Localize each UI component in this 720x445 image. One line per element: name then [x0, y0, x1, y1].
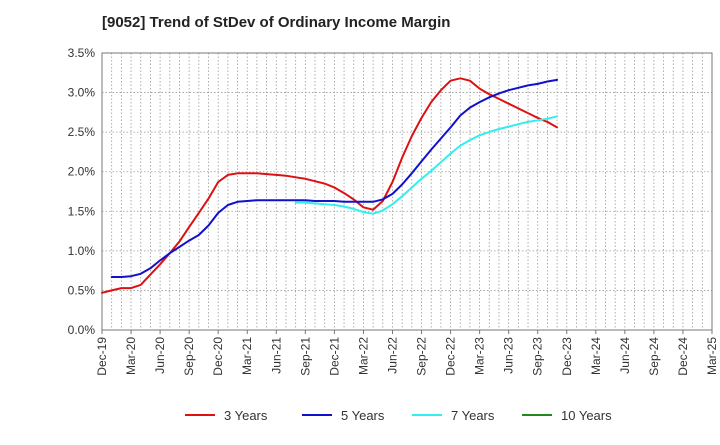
- x-tick-label: Jun-24: [618, 337, 632, 374]
- x-tick-label: Sep-21: [298, 337, 312, 376]
- y-tick-label: 3.0%: [68, 86, 96, 100]
- legend-label: 3 Years: [224, 408, 268, 423]
- y-tick-label: 3.5%: [68, 46, 96, 60]
- x-tick-label: Dec-24: [676, 337, 690, 376]
- y-tick-label: 2.5%: [68, 125, 96, 139]
- series-line: [110, 78, 559, 278]
- x-tick-label: Sep-24: [647, 337, 661, 376]
- legend-label: 10 Years: [561, 408, 612, 423]
- x-tick-label: Dec-21: [327, 337, 341, 376]
- x-tick-label: Jun-20: [153, 337, 167, 374]
- series-line: [101, 77, 559, 294]
- x-tick-label: Mar-23: [473, 337, 487, 375]
- x-tick-label: Jun-21: [269, 337, 283, 374]
- y-tick-label: 1.0%: [68, 244, 96, 258]
- x-tick-label: Mar-24: [589, 337, 603, 375]
- x-tick-label: Dec-22: [444, 337, 458, 376]
- x-tick-label: Jun-22: [385, 337, 399, 374]
- series-line: [294, 115, 559, 215]
- y-tick-label: 0.0%: [68, 323, 96, 337]
- x-tick-label: Sep-20: [182, 337, 196, 376]
- y-tick-label: 2.0%: [68, 165, 96, 179]
- x-tick-label: Mar-25: [705, 337, 719, 375]
- y-tick-label: 0.5%: [68, 283, 96, 297]
- legend-label: 5 Years: [341, 408, 385, 423]
- x-tick-label: Dec-23: [560, 337, 574, 376]
- x-tick-label: Jun-23: [502, 337, 516, 374]
- y-tick-label: 1.5%: [68, 204, 96, 218]
- x-tick-label: Sep-22: [415, 337, 429, 376]
- x-tick-label: Mar-22: [356, 337, 370, 375]
- chart-title: [9052] Trend of StDev of Ordinary Income…: [102, 14, 451, 31]
- x-tick-label: Sep-23: [531, 337, 545, 376]
- plot-frame: [101, 52, 713, 331]
- x-tick-label: Dec-19: [95, 337, 109, 376]
- legend-label: 7 Years: [451, 408, 495, 423]
- x-tick-label: Mar-20: [124, 337, 138, 375]
- x-tick-label: Dec-20: [211, 337, 225, 376]
- x-tick-label: Mar-21: [240, 337, 254, 375]
